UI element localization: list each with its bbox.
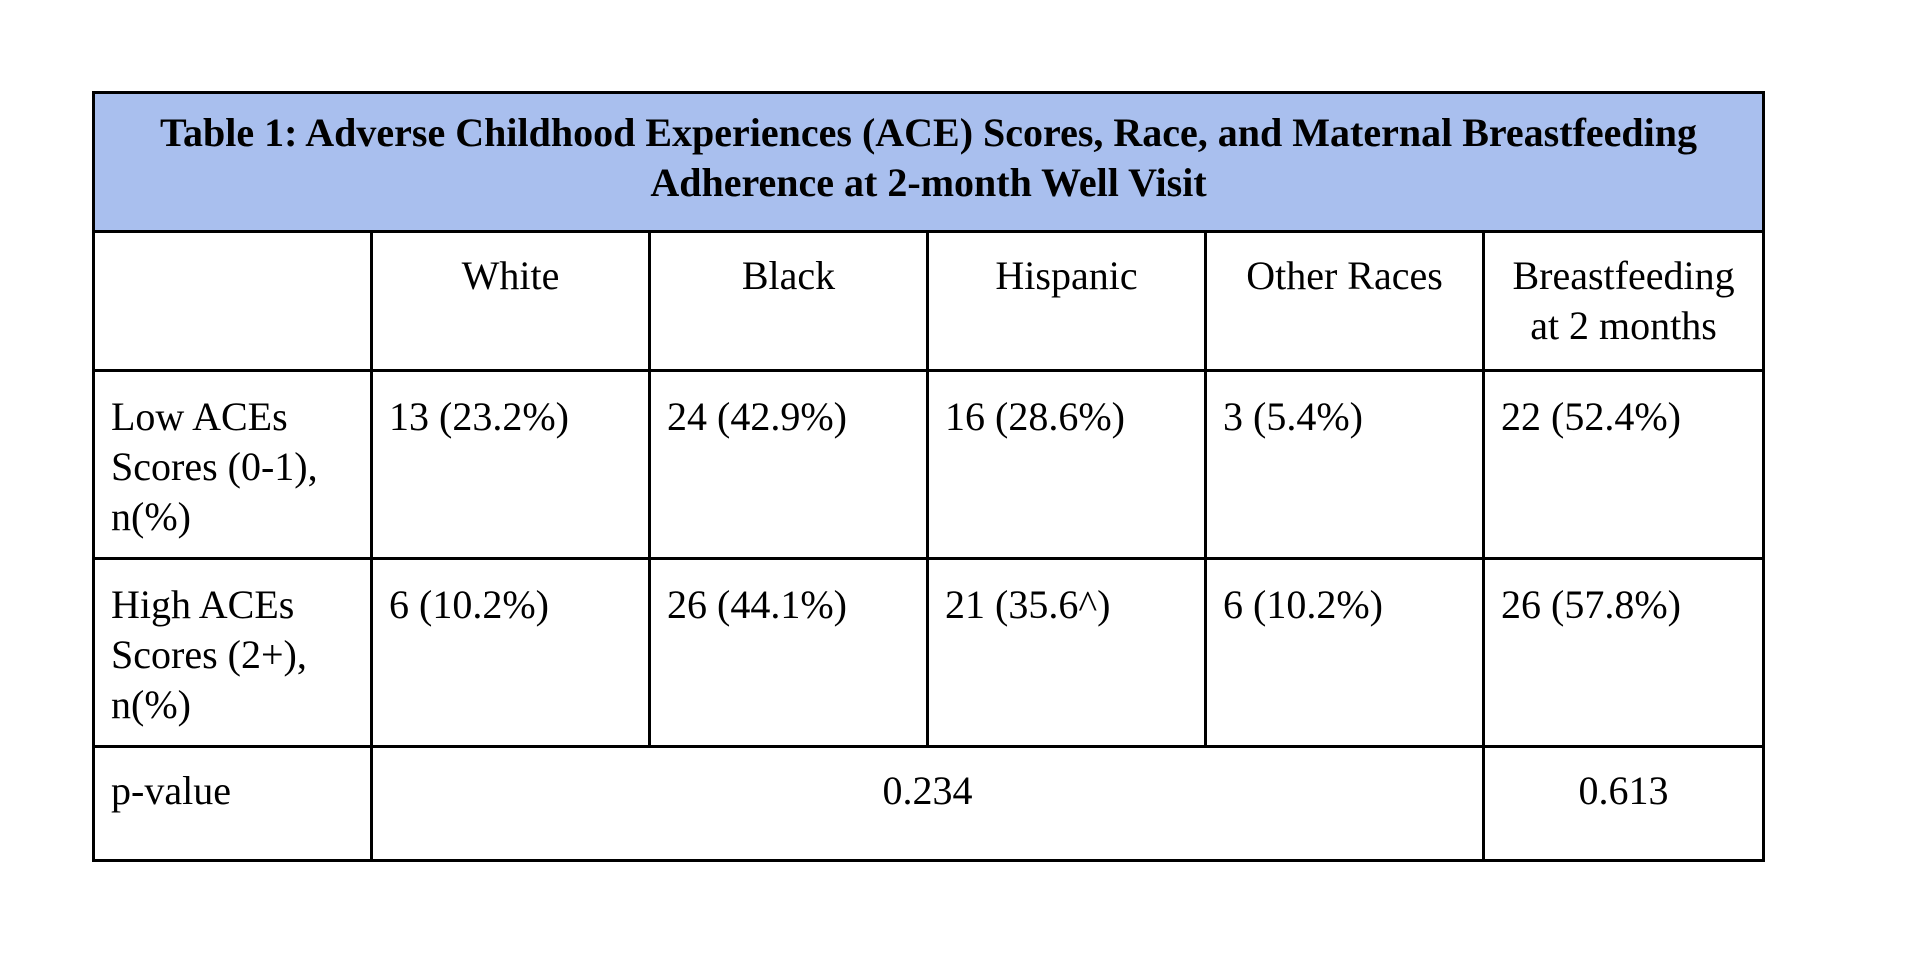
table-cell: 6 (10.2%) bbox=[1204, 557, 1485, 748]
table-row-high-aces: High ACEs Scores (2+), n(%) 6 (10.2%) 26… bbox=[92, 557, 1766, 748]
table-cell: 26 (57.8%) bbox=[1481, 557, 1766, 748]
header-cell-other-races: Other Races bbox=[1204, 230, 1485, 372]
header-row: White Black Hispanic Other Races Breastf… bbox=[92, 230, 1766, 372]
header-cell-white: White bbox=[370, 230, 651, 372]
header-cell-empty bbox=[92, 230, 373, 372]
table-cell: 21 (35.6^) bbox=[926, 557, 1207, 748]
table-cell: 26 (44.1%) bbox=[648, 557, 929, 748]
table-cell: 3 (5.4%) bbox=[1204, 369, 1485, 560]
table-cell: 13 (23.2%) bbox=[370, 369, 651, 560]
row-label: High ACEs Scores (2+), n(%) bbox=[92, 557, 373, 748]
table-title: Table 1: Adverse Childhood Experiences (… bbox=[91, 91, 1766, 233]
row-label: p-value bbox=[92, 745, 373, 862]
title-row: Table 1: Adverse Childhood Experiences (… bbox=[91, 91, 1766, 233]
pvalue-race: 0.234 bbox=[370, 745, 1485, 862]
table-cell: 24 (42.9%) bbox=[648, 369, 929, 560]
ace-table: Table 1: Adverse Childhood Experiences (… bbox=[91, 91, 1766, 862]
table-cell: 6 (10.2%) bbox=[370, 557, 651, 748]
table-row-low-aces: Low ACEs Scores (0-1), n(%) 13 (23.2%) 2… bbox=[92, 369, 1766, 560]
row-label: Low ACEs Scores (0-1), n(%) bbox=[92, 369, 373, 560]
pvalue-breastfeeding: 0.613 bbox=[1481, 745, 1766, 862]
table-cell: 22 (52.4%) bbox=[1481, 369, 1766, 560]
table-row-pvalue: p-value 0.234 0.613 bbox=[92, 745, 1766, 862]
header-cell-black: Black bbox=[648, 230, 929, 372]
header-cell-hispanic: Hispanic bbox=[926, 230, 1207, 372]
header-cell-breastfeeding: Breastfeeding at 2 months bbox=[1481, 230, 1766, 372]
table-cell: 16 (28.6%) bbox=[926, 369, 1207, 560]
